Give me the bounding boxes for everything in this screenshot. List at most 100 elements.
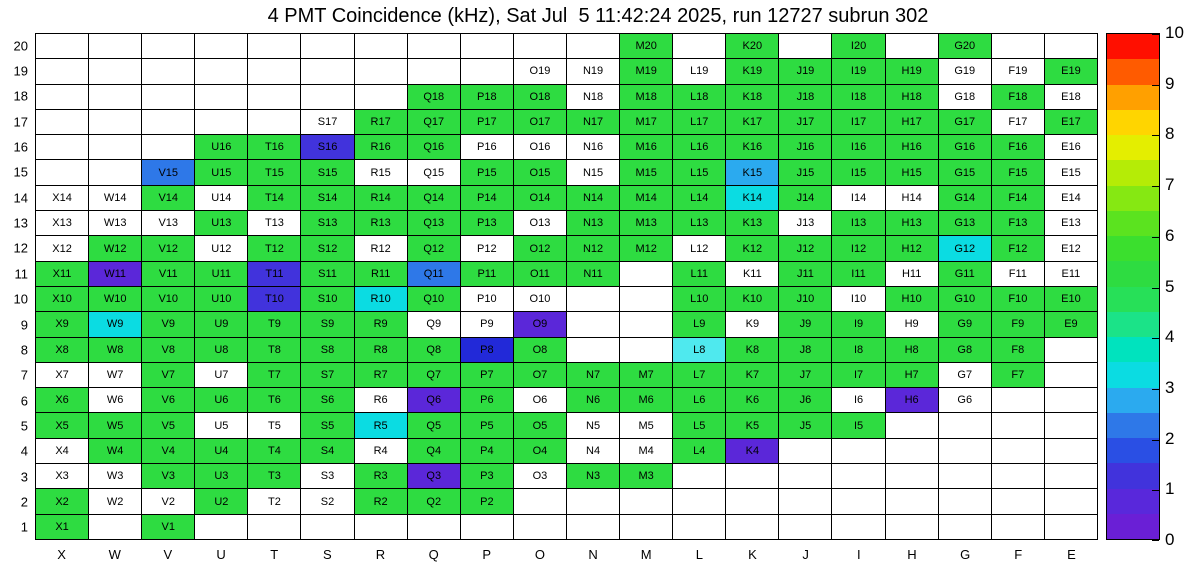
heatmap-cell: G10: [938, 286, 992, 313]
heatmap-cell: K16: [726, 135, 780, 161]
heatmap-cell: U5: [195, 413, 249, 439]
heatmap-cell: X14: [36, 185, 90, 212]
heatmap-cell: P9: [460, 312, 514, 338]
heatmap-cell: O13: [513, 211, 567, 237]
heatmap-cell: G19: [938, 59, 992, 85]
heatmap-cell: G12: [938, 236, 992, 262]
colorbar-tick: [1152, 338, 1159, 340]
x-tick-label: I: [857, 547, 861, 562]
heatmap-cell: R6: [354, 388, 408, 414]
heatmap-cell: M12: [620, 236, 674, 262]
heatmap-cell: W14: [89, 185, 143, 212]
heatmap-cell-empty: [673, 514, 727, 540]
heatmap-cell: X5: [36, 413, 90, 439]
colorbar-band: [1107, 286, 1159, 312]
heatmap-cell: O10: [513, 286, 567, 313]
colorbar-band: [1107, 488, 1159, 514]
colorbar-band: [1107, 185, 1159, 211]
heatmap-cell: K11: [726, 261, 780, 287]
heatmap-cell: N5: [566, 413, 621, 439]
heatmap-cell-empty: [938, 413, 992, 439]
heatmap-cell-empty: [89, 160, 143, 186]
heatmap-cell: F11: [991, 261, 1045, 287]
heatmap-cell: K9: [726, 312, 780, 338]
heatmap-cell: V12: [142, 236, 196, 262]
heatmap-cell: Q15: [407, 160, 461, 186]
heatmap-cell: I10: [832, 286, 886, 313]
y-tick-label: 2: [20, 494, 28, 510]
heatmap-cell: H8: [885, 337, 939, 363]
heatmap-cell: L10: [673, 286, 727, 313]
heatmap-cell: U8: [195, 337, 249, 363]
heatmap-cell-empty: [301, 84, 355, 110]
heatmap-cell: L15: [673, 160, 727, 186]
heatmap-cell: M7: [620, 362, 674, 389]
heatmap-cell: L19: [673, 59, 727, 85]
y-tick-label: 3: [20, 469, 28, 485]
y-axis: 20 19 18 17 16 15 14 13 12 11 10 9 8 7 6 5 4 3 2 1: [0, 33, 30, 540]
heatmap-cell-empty: [89, 135, 143, 161]
heatmap-cell: W9: [89, 312, 143, 338]
heatmap-cell: J12: [779, 236, 833, 262]
colorbar-band: [1107, 236, 1159, 262]
heatmap-cell-empty: [566, 337, 621, 363]
y-tick-label: 20: [13, 38, 28, 54]
heatmap-cell-empty: [36, 135, 90, 161]
heatmap-cell: N13: [566, 211, 621, 237]
colorbar-tick-label: 10: [1165, 23, 1184, 42]
heatmap-cell: S8: [301, 337, 355, 363]
heatmap-cell: P2: [460, 489, 514, 515]
heatmap-cell: N4: [566, 438, 621, 465]
heatmap-cell: O11: [513, 261, 567, 287]
heatmap-cell: R15: [354, 160, 408, 186]
heatmap-cell: U16: [195, 135, 249, 161]
colorbar-band: [1107, 438, 1159, 464]
heatmap-cell: T10: [248, 286, 302, 313]
heatmap-cell: I11: [832, 261, 886, 287]
heatmap-cell: H11: [885, 261, 939, 287]
heatmap-cell: F7: [991, 362, 1045, 389]
heatmap-cell: G13: [938, 211, 992, 237]
heatmap-cell-empty: [248, 34, 302, 60]
y-tick-label: 1: [20, 519, 28, 535]
heatmap-cell: T12: [248, 236, 302, 262]
heatmap-cell: E13: [1044, 211, 1098, 237]
heatmap-cell: P5: [460, 413, 514, 439]
colorbar-tick: [1152, 84, 1159, 86]
heatmap-cell: U7: [195, 362, 249, 389]
heatmap-cell: L17: [673, 109, 727, 136]
heatmap-cell: H7: [885, 362, 939, 389]
heatmap-cell: Q6: [407, 388, 461, 414]
heatmap-cell-empty: [938, 464, 992, 490]
heatmap-cell: R13: [354, 211, 408, 237]
heatmap-cell: F19: [991, 59, 1045, 85]
heatmap-cell: O7: [513, 362, 567, 389]
colorbar-band: [1107, 387, 1159, 413]
heatmap-cell: F12: [991, 236, 1045, 262]
heatmap-cell: V4: [142, 438, 196, 465]
colorbar-band: [1107, 513, 1159, 539]
heatmap-cell: S4: [301, 438, 355, 465]
heatmap-cell: G17: [938, 109, 992, 136]
heatmap-cell: U6: [195, 388, 249, 414]
heatmap-cell-empty: [36, 84, 90, 110]
heatmap-cell-empty: [513, 34, 567, 60]
heatmap-cell: U4: [195, 438, 249, 465]
heatmap-cell: X11: [36, 261, 90, 287]
y-tick-label: 14: [13, 190, 28, 206]
heatmap-cell: P3: [460, 464, 514, 490]
heatmap-cell-empty: [566, 34, 621, 60]
heatmap-cell-empty: [195, 84, 249, 110]
heatmap-cell-empty: [566, 286, 621, 313]
heatmap-cell: Q12: [407, 236, 461, 262]
y-tick-label: 11: [14, 266, 29, 282]
heatmap-cell: J18: [779, 84, 833, 110]
heatmap-cell: X8: [36, 337, 90, 363]
heatmap-cell: N11: [566, 261, 621, 287]
heatmap-cell: K20: [726, 34, 780, 60]
heatmap-cell: E18: [1044, 84, 1098, 110]
heatmap-cell: W3: [89, 464, 143, 490]
x-tick-label: G: [960, 547, 971, 562]
heatmap-cell-empty: [407, 34, 461, 60]
heatmap-cell-empty: [248, 84, 302, 110]
